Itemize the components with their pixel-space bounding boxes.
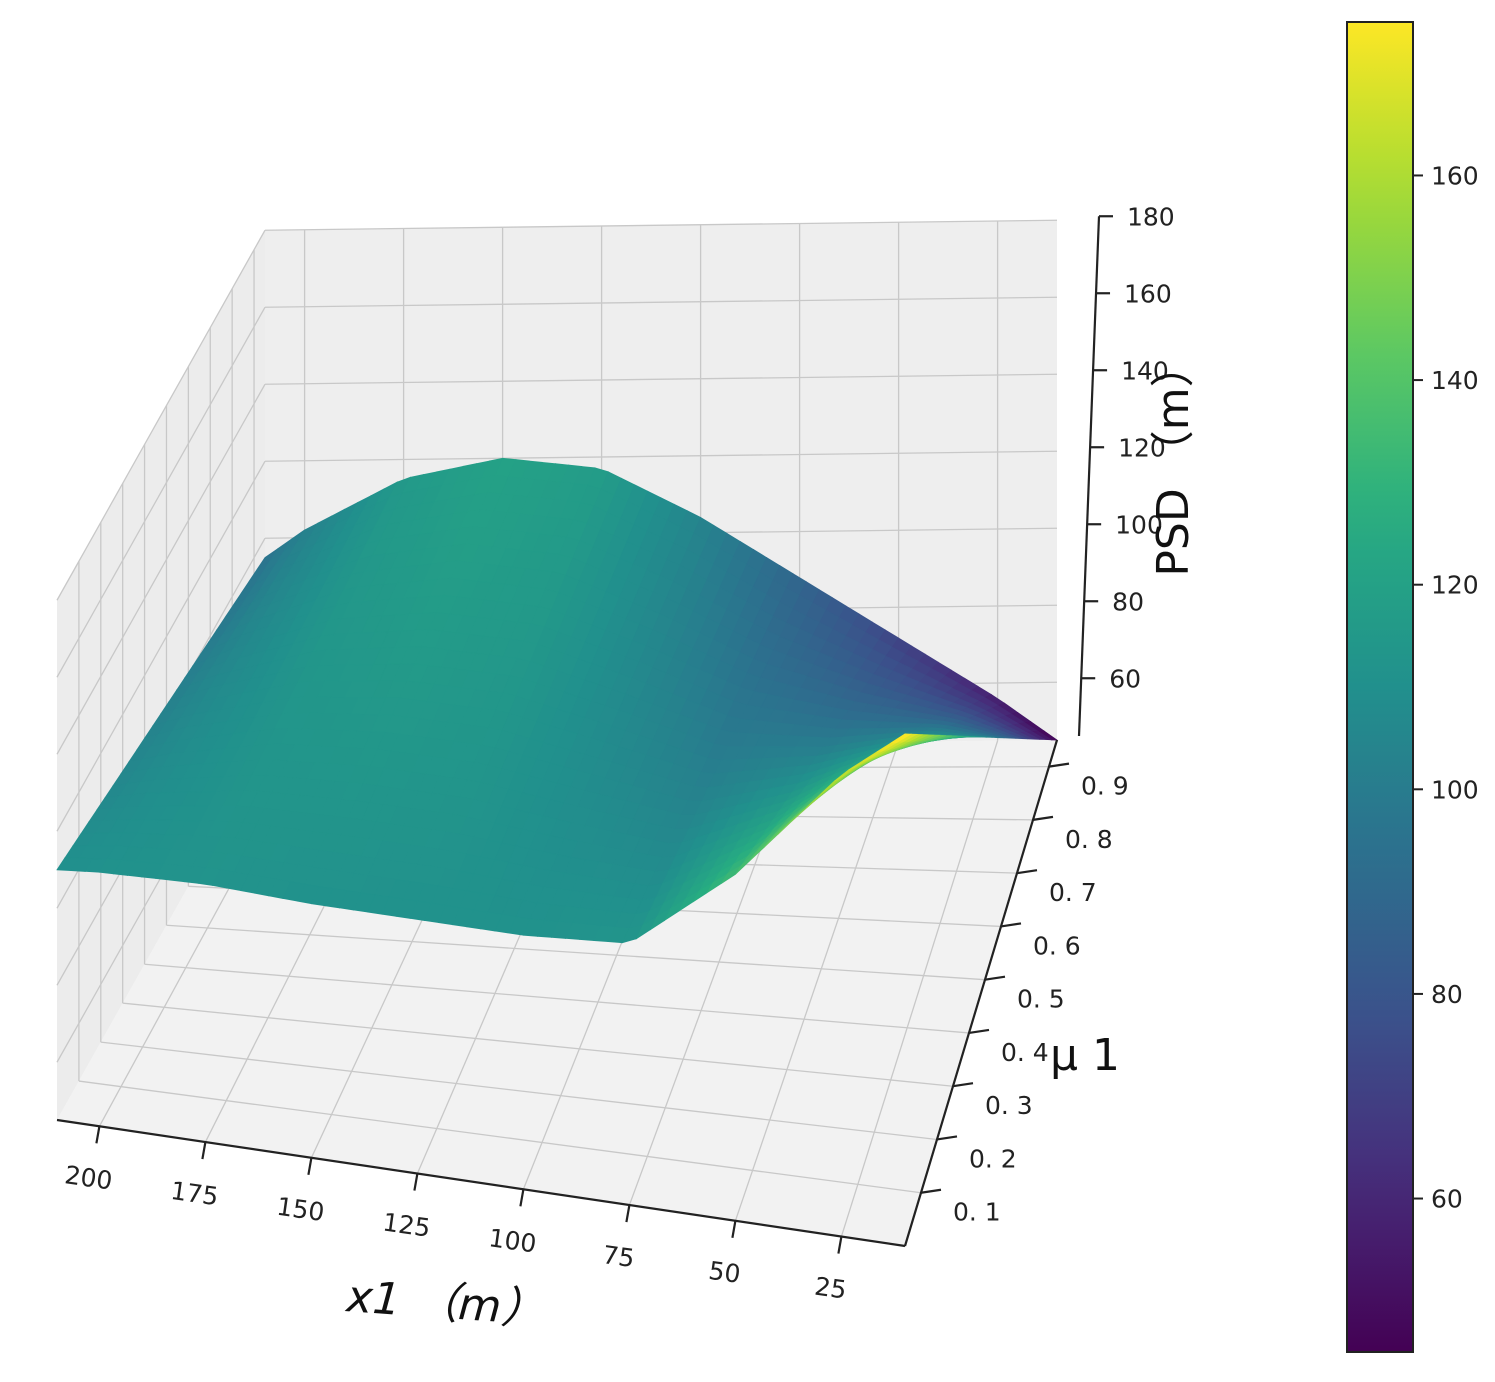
x-tick-mark [307,1157,313,1175]
x-tick-mark [731,1220,737,1238]
z-tick-label: 60 [1109,664,1141,693]
z-tick-label: 100 [1115,510,1163,539]
grid-line-back-z [264,450,1058,462]
z-tick-label: 160 [1124,279,1172,308]
x-tick-label: 125 [381,1207,432,1242]
x-tick-mark [95,1126,101,1144]
x-tick-mark [201,1141,207,1160]
grid-line-back-z [264,373,1058,385]
x-tick-mark [519,1189,525,1207]
x-tick-label: 100 [487,1223,538,1258]
z-axis-title: PSD （m） [1148,343,1199,576]
mu-tick-label: 0. 9 [1081,772,1129,801]
z-tick-label: 140 [1121,356,1169,385]
grid-line-floor-x [734,741,900,1222]
x-tick-label: 200 [63,1160,114,1195]
x-axis-line [56,1118,906,1248]
grid-line-floor-mu [100,1041,938,1141]
mu-tick-label: 0. 8 [1065,825,1113,854]
mu-tick-mark [920,1188,942,1194]
x-axis-title: x1 （m） [343,1271,547,1336]
mu-tick-label: 0. 5 [1017,985,1065,1014]
mu-tick-mark [952,1082,974,1088]
grid-line-floor-mu [78,1080,922,1194]
axis-labels: 200 175 150 125 100 75 50 25 0. 1 0. 2 0. 3 0. 4 0. … [63,202,1199,1336]
z-tick-label: 120 [1118,433,1166,462]
grid-line-floor-mu [122,1002,954,1087]
z-tick-label: 80 [1112,587,1144,616]
tick-marks [95,215,1113,1254]
mu-tick-mark [1032,815,1054,821]
mu-tick-label: 0. 7 [1049,878,1097,907]
colorbar-tick-label: 140 [1431,366,1479,395]
x-tick-label: 150 [275,1192,326,1227]
mu-tick-label: 0. 3 [985,1091,1033,1120]
mu-axis-title: μ 1 [1050,1030,1120,1081]
z-axis-line [1077,216,1101,737]
mu-tick-mark [1000,922,1022,928]
mu-tick-label: 0. 1 [953,1198,1001,1227]
mu-axis-line [903,739,1059,1247]
grid-line-wall-z [56,306,266,678]
x-tick-mark [837,1236,843,1254]
grid-line-back-z [264,219,1058,231]
grid-line-back-z [264,296,1058,308]
surface-facet [890,733,913,744]
colorbar-rect [1346,21,1414,1353]
grid-line-wall-z [56,460,266,832]
mu-tick-mark [936,1135,958,1141]
x-tick-mark [413,1173,419,1191]
z-tick-label: 180 [1127,202,1175,231]
x-tick-label: 50 [707,1256,743,1289]
mu-tick-label: 0. 4 [1001,1038,1049,1067]
colorbar-tick-label: 100 [1431,775,1479,804]
colorbar-tick-label: 60 [1431,1185,1463,1214]
x-tick-label: 25 [813,1272,849,1305]
colorbar: 60 80 100 120 140 160 [1346,21,1479,1353]
mu-tick-mark [968,1028,990,1035]
axis-lines [56,216,1101,1248]
grid-line-floor-mu [166,924,986,981]
mu-tick-label: 0. 2 [969,1144,1017,1173]
grid-line-wall-z [56,383,266,755]
x-tick-mark [625,1204,631,1223]
colorbar-tick-label: 160 [1431,161,1479,190]
mu-tick-mark [984,975,1006,981]
surface-mesh [56,457,1059,944]
mu-tick-mark [1016,869,1038,875]
left-wall-pane [57,230,265,1120]
colorbar-tick-label: 80 [1431,980,1463,1009]
grid-line-floor-x [840,740,999,1237]
mu-tick-mark [1048,762,1070,768]
x-tick-label: 75 [601,1240,637,1273]
mu-tick-label: 0. 6 [1033,931,1081,960]
grid-line-floor-mu [144,963,970,1034]
colorbar-tick-label: 120 [1431,571,1479,600]
grid-line-wall-z [56,229,266,601]
x-tick-label: 175 [169,1176,220,1211]
